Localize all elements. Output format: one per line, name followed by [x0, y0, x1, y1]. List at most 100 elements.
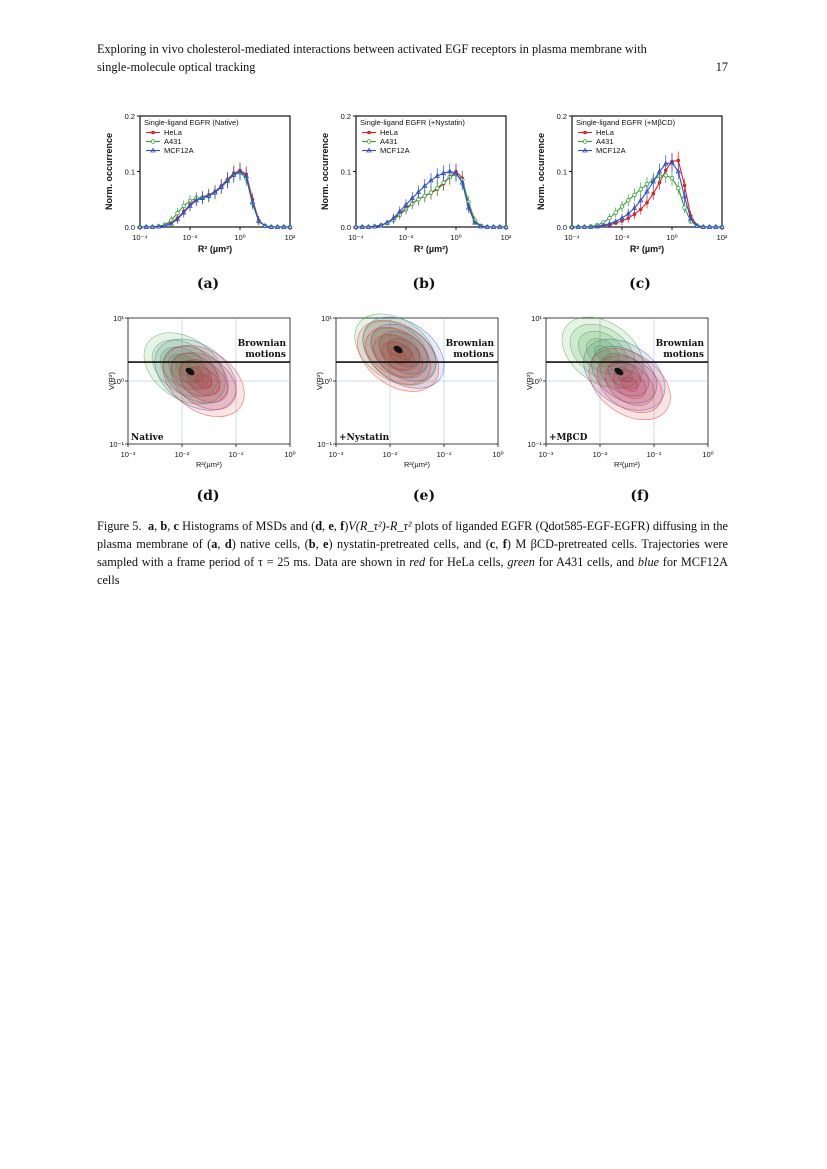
caption-text-3: plots of liganded EGFR (Qdot585-EGF-EGFR…	[97, 519, 728, 551]
data-point	[632, 192, 637, 198]
x-axis-label: R² (µm²)	[414, 244, 448, 254]
chart-title: Single-ligand EGFR (Native)	[144, 118, 239, 127]
density-contours	[561, 316, 671, 421]
density-peak	[393, 345, 403, 354]
legend-label: A431	[596, 137, 614, 146]
caption-ref-e2: e	[323, 537, 329, 551]
x-tick-label: 10⁻²	[615, 233, 630, 242]
page-number: 17	[715, 60, 728, 74]
data-point	[453, 170, 459, 176]
data-point	[706, 223, 713, 229]
data-point	[262, 222, 268, 228]
y-tick-label: 0.1	[557, 168, 567, 177]
brownian-label-line2: motions	[453, 350, 494, 360]
caption-ref-e: e	[328, 519, 334, 533]
density-panel-f: Brownian motions +MβCD 10⁻³ 10⁻² 10⁻¹ 10⁰ 10⁻¹ 1…	[525, 310, 716, 482]
x-tick-label: 10⁻²	[593, 450, 608, 459]
data-point	[281, 223, 287, 229]
condition-label: Native	[131, 433, 164, 443]
x-tick-label: 10⁻¹	[647, 450, 662, 459]
x-tick-label: 10⁰	[284, 450, 295, 459]
data-point	[428, 177, 434, 183]
x-axis-label: R²(µm²)	[614, 460, 640, 469]
histogram-chart-c: 0.0 0.1 0.2 10⁻⁴ 10⁻² 10⁰ 10² R² (µm²) Norm. occ…	[536, 112, 728, 254]
data-point	[632, 212, 637, 217]
x-tick-label: 10⁰	[702, 450, 713, 459]
x-tick-label: 10⁻²	[399, 233, 414, 242]
legend-marker	[582, 139, 588, 144]
brownian-label-line1: Brownian	[238, 339, 287, 349]
contour-level	[373, 334, 423, 378]
data-point	[422, 182, 428, 188]
panel-label-a: (a)	[196, 276, 220, 292]
x-tick-label: 10⁻¹	[437, 450, 452, 459]
data-point	[353, 223, 359, 229]
y-tick-label: 10⁰	[321, 377, 332, 386]
x-tick-label: 10⁻⁴	[132, 233, 148, 242]
data-point	[256, 217, 262, 223]
caption-text-6: ) M βCD-pretreated cells. Trajectories w…	[97, 537, 728, 569]
y-tick-label: 10⁰	[531, 377, 542, 386]
data-point	[669, 175, 675, 181]
y-tick-label: 0.0	[557, 223, 567, 232]
x-tick-label: 10⁻²	[175, 450, 190, 459]
y-tick-label: 0.2	[341, 112, 351, 121]
data-point	[268, 223, 274, 229]
x-tick-label: 10⁰	[666, 233, 677, 242]
data-point	[181, 209, 187, 215]
data-point	[422, 193, 427, 199]
data-point	[403, 201, 409, 207]
data-point	[650, 178, 656, 184]
data-point	[237, 168, 243, 174]
legend-label: A431	[380, 137, 398, 146]
data-point	[676, 158, 681, 163]
data-point	[600, 222, 606, 228]
data-point	[625, 210, 631, 216]
plot-frame	[355, 115, 507, 228]
data-point	[645, 200, 649, 205]
data-point	[218, 183, 224, 189]
caption-text-8: for A431 cells, and	[534, 555, 638, 569]
data-point	[581, 223, 588, 229]
data-point	[619, 204, 625, 209]
data-point	[613, 210, 618, 215]
legend-label: A431	[164, 137, 182, 146]
caption-ref-b2: b	[308, 537, 316, 551]
data-point	[619, 215, 625, 221]
data-point	[287, 223, 293, 229]
caption-math: V(R_τ²)-R_τ²	[348, 519, 412, 533]
data-point	[149, 223, 156, 229]
data-point	[212, 189, 218, 195]
data-point	[638, 187, 643, 192]
y-tick-label: 10¹	[321, 314, 332, 323]
data-point	[397, 208, 403, 214]
contour-level	[613, 369, 647, 399]
caption-ref-a: a	[147, 519, 155, 533]
caption-ref-c2: c	[489, 537, 496, 551]
contour-level	[596, 355, 663, 413]
legend-marker	[366, 139, 372, 144]
y-axis-label: V(R²)	[525, 372, 534, 390]
data-point	[675, 168, 681, 174]
data-point	[187, 202, 193, 208]
data-point	[638, 207, 643, 212]
x-tick-label: 10⁰	[450, 233, 461, 242]
data-point	[156, 223, 162, 229]
x-tick-label: 10⁻²	[383, 450, 398, 459]
histogram-panel-b: 0.0 0.1 0.2 10⁻⁴ 10⁻² 10⁰ 10² R² (µm²) Norm. occ…	[316, 108, 512, 268]
y-tick-label: 0.0	[341, 223, 351, 232]
legend-marker	[366, 147, 372, 153]
condition-label: +Nystatin	[339, 433, 390, 443]
x-tick-label: 10⁻¹	[229, 450, 244, 459]
data-point	[465, 204, 472, 210]
data-point	[390, 215, 397, 221]
data-point	[359, 223, 365, 229]
legend-marker	[582, 147, 588, 153]
data-point	[206, 192, 212, 198]
caption-green: green	[507, 555, 535, 569]
data-point	[384, 219, 390, 225]
data-point	[175, 210, 180, 216]
plot-frame	[571, 115, 723, 228]
data-point	[181, 203, 186, 209]
figure-caption: Figure 5. a, b, c Histograms of MSDs and…	[97, 519, 728, 587]
